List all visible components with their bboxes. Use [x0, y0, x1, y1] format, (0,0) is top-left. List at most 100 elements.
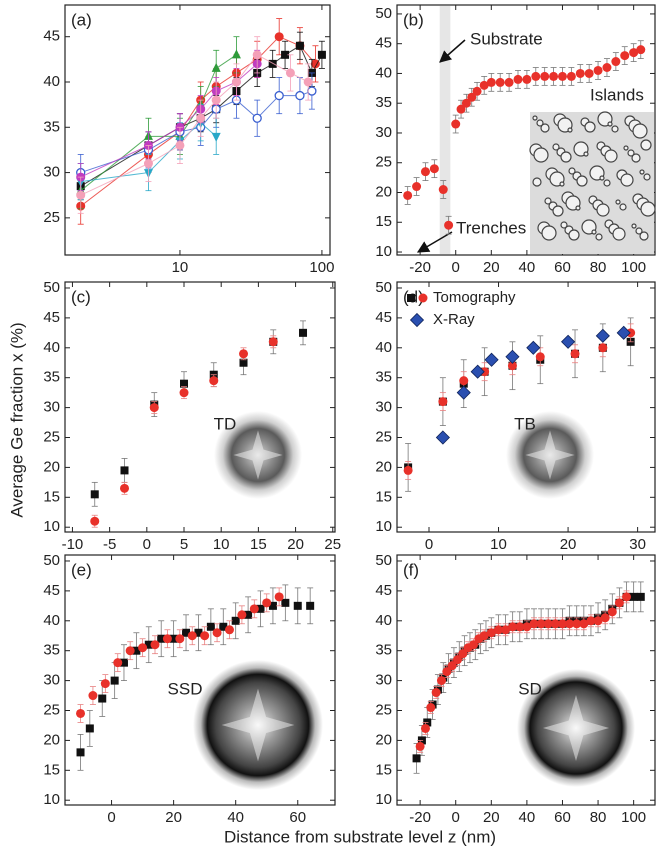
- inset-cross: [221, 688, 295, 762]
- y-tick-label: 10: [375, 243, 392, 260]
- x-tick-label: 60: [289, 809, 306, 826]
- data-point: [565, 619, 575, 629]
- y-tick-label: 20: [43, 731, 60, 748]
- data-point: [274, 592, 284, 602]
- data-point: [113, 658, 123, 668]
- data-point: [274, 90, 284, 101]
- inset-island: [596, 203, 610, 217]
- data-point: [98, 694, 107, 703]
- y-tick-label: 40: [375, 339, 392, 356]
- data-point: [444, 220, 454, 230]
- data-point: [540, 71, 550, 81]
- inset-island: [607, 121, 613, 127]
- data-point: [529, 619, 539, 629]
- data-point: [575, 68, 585, 78]
- data-point: [467, 92, 477, 102]
- data-point: [307, 86, 317, 96]
- data-point: [620, 51, 630, 61]
- y-tick-label: 45: [43, 28, 60, 45]
- x-tick-label: 0: [452, 809, 460, 826]
- y-tick-label: 30: [43, 164, 60, 181]
- data-point: [239, 349, 249, 359]
- plot-frame: [396, 554, 656, 806]
- data-point: [76, 190, 86, 200]
- series-line: [80, 90, 313, 174]
- data-point: [317, 50, 326, 59]
- data-point: [412, 182, 422, 192]
- inset-island: [559, 181, 565, 187]
- data-point: [572, 619, 582, 629]
- legend-swatch: [418, 293, 428, 303]
- annotation: SD: [518, 679, 542, 698]
- data-point: [602, 63, 612, 72]
- data-point: [231, 49, 241, 59]
- y-tick-label: 20: [375, 731, 392, 748]
- data-point: [295, 90, 305, 101]
- panel-label: (c): [71, 287, 91, 306]
- data-point: [429, 164, 439, 174]
- y-tick-label: 40: [43, 339, 60, 356]
- data-point: [622, 592, 632, 602]
- data-point: [570, 349, 580, 359]
- y-tick-label: 15: [375, 213, 392, 230]
- inset-island: [640, 139, 652, 151]
- x-tick-label: 15: [250, 536, 267, 553]
- y-tick-label: 15: [375, 761, 392, 778]
- data-point: [456, 104, 466, 114]
- inset-image: [214, 411, 302, 499]
- inset-island: [533, 147, 549, 163]
- annotation: Islands: [590, 85, 644, 104]
- data-point: [119, 658, 128, 667]
- plot-frame: [64, 4, 331, 256]
- data-point: [531, 71, 541, 81]
- data-point: [212, 628, 222, 638]
- data-point: [550, 619, 560, 629]
- data-point: [211, 62, 221, 72]
- series-line: [80, 36, 316, 207]
- data-point: [505, 349, 520, 364]
- data-point: [90, 516, 100, 526]
- data-point: [557, 619, 567, 629]
- y-tick-label: 30: [43, 672, 60, 689]
- y-tick-label: 20: [43, 458, 60, 475]
- data-point: [262, 598, 272, 608]
- y-tick-label: 10: [43, 518, 60, 535]
- data-point: [231, 77, 241, 87]
- data-point: [295, 41, 304, 50]
- y-tick-label: 50: [375, 552, 392, 569]
- data-point: [249, 604, 259, 614]
- data-point: [431, 688, 441, 698]
- y-tick-label: 10: [43, 791, 60, 808]
- data-point: [438, 397, 448, 407]
- inset-island: [552, 205, 564, 217]
- y-tick-label: 10: [375, 518, 392, 535]
- data-point: [138, 643, 148, 653]
- data-point: [549, 71, 559, 81]
- inset-island: [575, 205, 581, 211]
- inset-island: [611, 125, 619, 133]
- inset-island: [604, 149, 618, 163]
- data-point: [513, 74, 523, 84]
- data-point: [593, 616, 603, 626]
- annotation-arrow: [439, 39, 466, 63]
- inset-island: [536, 119, 544, 127]
- inset-image: [193, 660, 323, 790]
- data-point: [442, 667, 452, 677]
- data-point: [420, 723, 430, 733]
- data-point: [584, 68, 594, 78]
- x-tick-label: 40: [519, 259, 536, 276]
- data-point: [252, 50, 262, 60]
- data-point: [459, 376, 469, 386]
- inset-island: [567, 127, 573, 133]
- data-point: [636, 45, 646, 55]
- data-point: [447, 661, 457, 671]
- annotation: Substrate: [470, 29, 543, 48]
- data-point: [412, 754, 421, 763]
- data-point: [85, 724, 94, 733]
- data-point: [219, 622, 228, 631]
- annotation: Trenches: [456, 218, 526, 237]
- data-point: [436, 676, 446, 686]
- data-point: [299, 328, 308, 337]
- y-tick-label: 25: [43, 428, 60, 445]
